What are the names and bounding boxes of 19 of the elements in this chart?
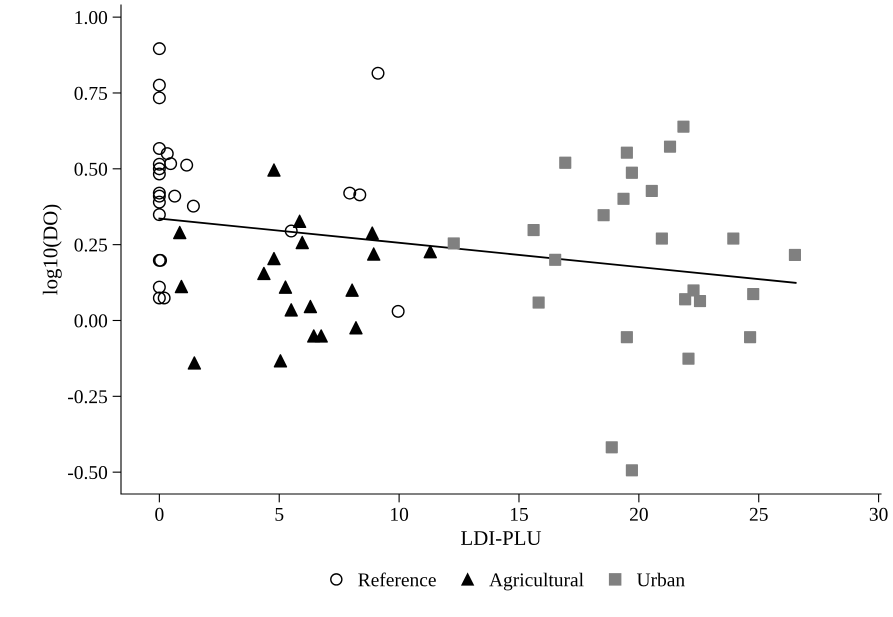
y-tick-label: 0.00: [74, 314, 108, 328]
y-tick-label: -0.25: [68, 390, 108, 404]
legend-label: Urban: [636, 572, 685, 586]
legend-label: Reference: [358, 572, 436, 586]
x-tick-label: 25: [750, 508, 768, 521]
legend-label: Agricultural: [489, 572, 584, 590]
y-tick-label: 0.50: [74, 162, 108, 176]
y-tick-label: 1.00: [75, 10, 108, 24]
y-tick-label: 0.75: [74, 86, 108, 100]
x-tick-label: 5: [276, 508, 284, 521]
y-tick-label: -0.50: [68, 466, 108, 480]
x-tick-label: 10: [391, 508, 408, 521]
x-tick-label: 0: [155, 508, 164, 521]
y-axis-title: log10(DO): [42, 204, 62, 295]
x-tick-label: 20: [630, 508, 648, 521]
x-tick-label: 15: [510, 508, 528, 521]
x-axis-title: LDI-PLU: [461, 531, 542, 546]
x-tick-label: 30: [870, 508, 888, 521]
y-tick-label: 0.25: [74, 238, 108, 252]
